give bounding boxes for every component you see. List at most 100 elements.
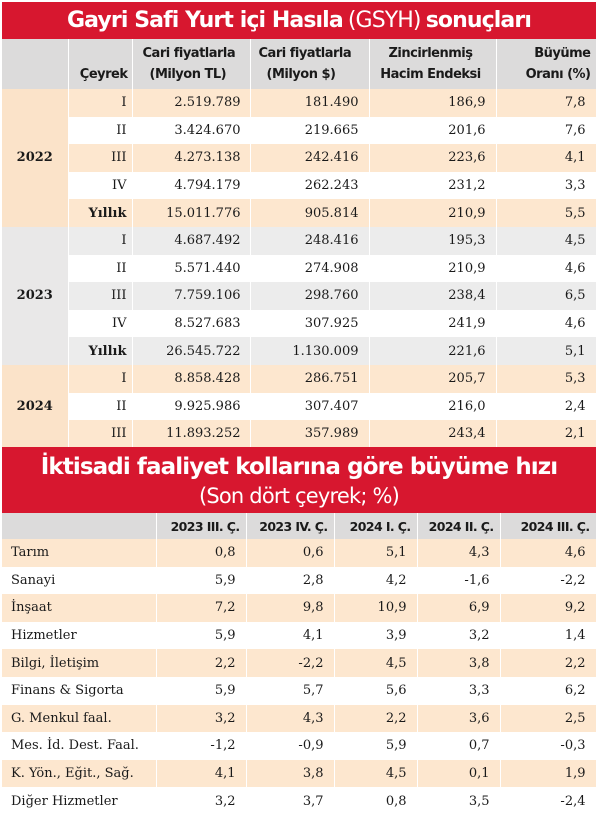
sector-name-cell: Bilgi, İletişim	[2, 649, 157, 677]
gdp-usd-cell: 219.665	[250, 116, 370, 145]
gdp-quarter-cell: II	[68, 116, 133, 145]
sector-row: Tarım 0,8 0,6 5,1 4,3 4,6	[2, 539, 597, 567]
sector-value-cell: 0,1	[417, 759, 501, 788]
gdp-tl-cell: 5.571.440	[132, 254, 251, 283]
gdp-usd-cell: 248.416	[250, 226, 370, 255]
gdp-index-cell: 243,4	[369, 420, 497, 448]
sector-value-cell: 9,8	[246, 594, 335, 622]
sector-row: Sanayi 5,9 2,8 4,2 -1,6 -2,2	[2, 566, 597, 595]
sector-row: G. Menkul faal. 3,2 4,3 2,2 3,6 2,5	[2, 704, 597, 733]
sector-header-col: 2024 III. Ç.	[500, 513, 597, 539]
gdp-tl-cell: 26.545.722	[132, 337, 251, 365]
sector-table-wrapper: 2023 III. Ç. 2023 IV. Ç. 2024 I. Ç. 2024 II…	[2, 513, 597, 815]
sector-name-cell: Tarım	[2, 539, 157, 567]
gdp-tl-cell: 8.527.683	[132, 309, 251, 338]
sector-name-cell: Diğer Hizmetler	[2, 787, 157, 815]
gdp-quarter-cell: I	[68, 226, 133, 255]
gdp-index-cell: 231,2	[369, 171, 497, 200]
sector-value-cell: -0,3	[500, 732, 597, 760]
gdp-usd-cell: 274.908	[250, 254, 370, 283]
gdp-quarter-cell: II	[68, 254, 133, 283]
gdp-quarter-cell: IV	[68, 309, 133, 338]
gdp-usd-cell: 262.243	[250, 171, 370, 200]
gdp-usd-cell: 181.490	[250, 89, 370, 117]
sector-value-cell: -0,9	[246, 732, 335, 760]
sector-header-col: 2023 IV. Ç.	[246, 513, 335, 539]
sector-row: Hizmetler 5,9 4,1 3,9 3,2 1,4	[2, 621, 597, 650]
gdp-usd-cell: 307.925	[250, 309, 370, 338]
sector-header-col: 2024 II. Ç.	[417, 513, 501, 539]
gdp-quarter-cell: Yıllık	[68, 199, 133, 227]
sector-table-body: Tarım 0,8 0,6 5,1 4,3 4,6 Sanayi 5,9 2,8 4,2 -1,6-…	[2, 539, 597, 815]
gdp-header-tl: Cari fiyatlarla (Milyon TL)	[132, 39, 251, 89]
gdp-tl-cell: 3.424.670	[132, 116, 251, 145]
gdp-header-usd: Cari fiyatlarla (Milyon $)	[250, 39, 370, 89]
gdp-table-wrapper: Çeyrek Cari fiyatlarla (Milyon TL) Cari f…	[2, 39, 597, 448]
gdp-quarter-cell: I	[68, 364, 133, 393]
sector-value-cell: 0,8	[156, 539, 247, 567]
gdp-growth-cell: 5,5	[496, 199, 597, 227]
gdp-growth-cell: 2,1	[496, 420, 597, 448]
gdp-header-tl-line2: (Milyon TL)	[149, 67, 227, 82]
gdp-growth-cell: 4,5	[496, 226, 597, 255]
sector-value-cell: 7,2	[156, 594, 247, 622]
sector-value-cell: 5,9	[156, 621, 247, 650]
sector-value-cell: 2,2	[500, 649, 597, 677]
sector-value-cell: 2,8	[246, 566, 335, 595]
gdp-row: IV 4.794.179 262.243 231,2 3,3	[2, 171, 597, 200]
sector-value-cell: 4,1	[156, 759, 247, 788]
sector-value-cell: 1,9	[500, 759, 597, 788]
sector-table: 2023 III. Ç. 2023 IV. Ç. 2024 I. Ç. 2024 II…	[2, 513, 597, 815]
gdp-row: 2024 I 8.858.428 286.751 205,7 5,3	[2, 364, 597, 448]
sector-value-cell: 5,9	[334, 732, 418, 760]
sector-value-cell: 3,2	[156, 787, 247, 815]
gdp-title-part1: Gayri Safi Yurt içi Hasıla	[67, 8, 344, 33]
gdp-title-part3: sonuçları	[425, 8, 532, 33]
sector-value-cell: 3,2	[417, 621, 501, 650]
sector-row: Finans & Sigorta 5,9 5,7 5,6 3,3 6,2	[2, 676, 597, 705]
sector-value-cell: 4,5	[334, 649, 418, 677]
sector-value-cell: 3,9	[334, 621, 418, 650]
sector-name-cell: Mes. İd. Dest. Faal.	[2, 732, 157, 760]
gdp-index-cell: 221,6	[369, 337, 497, 365]
sector-name-cell: Sanayi	[2, 566, 157, 595]
sector-value-cell: 3,8	[417, 649, 501, 677]
sector-value-cell: 5,9	[156, 676, 247, 705]
gdp-growth-cell: 5,3	[496, 364, 597, 393]
gdp-usd-cell: 905.814	[250, 199, 370, 227]
sector-value-cell: 5,9	[156, 566, 247, 595]
sector-name-cell: Hizmetler	[2, 621, 157, 650]
gdp-index-cell: 195,3	[369, 226, 497, 255]
sector-value-cell: -2,4	[500, 787, 597, 815]
sector-value-cell: 0,6	[246, 539, 335, 567]
sector-row: Mes. İd. Dest. Faal. -1,2 -0,9 5,9 0,7 -0,3	[2, 732, 597, 760]
gdp-table-body: 2022 I 2.519.789 181.490 186,9 7,8 II 3.424.670…	[2, 89, 597, 448]
sector-header-col: 2024 I. Ç.	[334, 513, 418, 539]
sector-title: İktisadi faaliyet kollarına göre büyüme …	[40, 454, 558, 480]
gdp-header-usd-line1: Cari fiyatlarla	[258, 46, 352, 61]
gdp-quarter-cell: III	[68, 144, 133, 172]
gdp-header-row: Çeyrek Cari fiyatlarla (Milyon TL) Cari f…	[2, 39, 597, 89]
sector-value-cell: -1,2	[156, 732, 247, 760]
gdp-row: 2023 I 4.687.492 248.416 195,3 4,5	[2, 226, 597, 365]
gdp-header-index: Zincirlenmiş Hacim Endeksi	[369, 39, 497, 89]
sector-value-cell: 10,9	[334, 594, 418, 622]
gdp-row: III 11.893.252 357.989 243,4 2,1	[2, 420, 597, 448]
sector-title-banner: İktisadi faaliyet kollarına göre büyüme …	[2, 447, 596, 513]
sector-value-cell: 6,9	[417, 594, 501, 622]
sector-value-cell: 4,3	[246, 704, 335, 733]
gdp-header-year	[2, 39, 69, 89]
gdp-index-cell: 223,6	[369, 144, 497, 172]
sector-value-cell: -2,2	[246, 649, 335, 677]
sector-value-cell: 4,1	[246, 621, 335, 650]
gdp-tl-cell: 11.893.252	[132, 420, 251, 448]
gdp-quarter-cell: Yıllık	[68, 337, 133, 365]
sector-row: Bilgi, İletişim 2,2 -2,2 4,5 3,8 2,2	[2, 649, 597, 677]
gdp-row: II 3.424.670 219.665 201,6 7,6	[2, 116, 597, 145]
sector-name-cell: K. Yön., Eğit., Sağ.	[2, 759, 157, 788]
sector-name-cell: İnşaat	[2, 594, 157, 622]
gdp-year-label: 2024	[2, 364, 69, 448]
gdp-quarter-cell: IV	[68, 171, 133, 200]
gdp-header-index-line1: Zincirlenmiş	[388, 46, 473, 61]
gdp-header-quarter-text: Çeyrek	[79, 67, 128, 82]
